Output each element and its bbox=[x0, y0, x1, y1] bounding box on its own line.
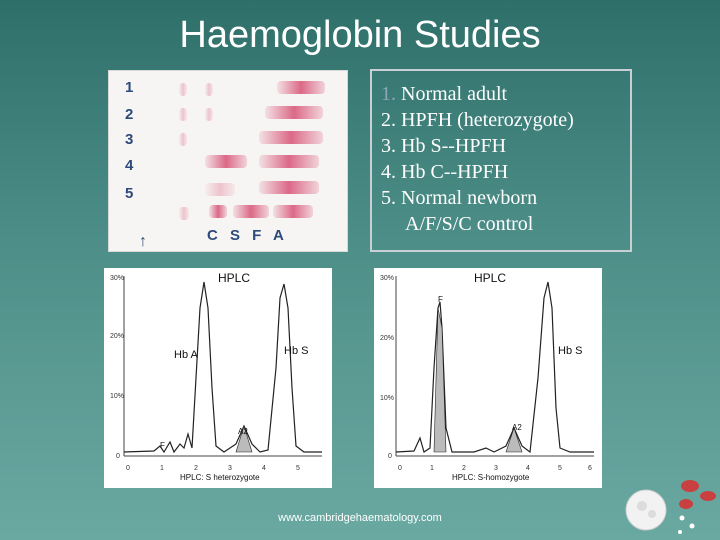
gel-band bbox=[259, 155, 319, 168]
legend-item: 5. Normal newborn bbox=[381, 187, 538, 209]
hplc-chromatogram-right: 30% 20% 10% 0 0 1 2 3 4 5 6 F Hb S A2 HP… bbox=[374, 268, 602, 488]
chart-caption: HPLC: S-homozygote bbox=[452, 473, 530, 482]
y-tick: 30% bbox=[110, 275, 124, 282]
peak-label: Hb S bbox=[284, 345, 308, 357]
lane-number: 3 bbox=[125, 131, 134, 148]
x-tick: 3 bbox=[228, 465, 232, 472]
hplc-plot: 30% 20% 10% 0 0 1 2 3 4 5 Hb A Hb S A2 F… bbox=[110, 271, 322, 482]
legend-item: 2. HPFH (heterozygote) bbox=[381, 109, 574, 131]
gel-band bbox=[179, 133, 187, 146]
gel-marker-labels: C S F A bbox=[207, 227, 288, 244]
footer-url: www.cambridgehaematology.com bbox=[278, 512, 442, 524]
y-tick: 10% bbox=[110, 393, 124, 400]
slide-title: Haemoglobin Studies bbox=[179, 14, 541, 56]
legend-item: 3. Hb S--HPFH bbox=[381, 135, 507, 157]
legend-item: 1. Normal adult bbox=[381, 83, 508, 105]
chart-title: HPLC bbox=[218, 271, 250, 285]
x-tick: 1 bbox=[430, 465, 434, 472]
gel-band bbox=[205, 183, 235, 196]
gel-band bbox=[205, 83, 213, 96]
y-tick: 20% bbox=[110, 333, 124, 340]
peak-label: F bbox=[160, 441, 165, 450]
gel-band bbox=[205, 108, 213, 121]
blood-cells-icon bbox=[625, 480, 716, 534]
hplc-chromatogram-left: 30% 20% 10% 0 0 1 2 3 4 5 Hb A Hb S A2 F… bbox=[104, 268, 332, 488]
gel-band bbox=[259, 131, 323, 144]
peak-label: A2 bbox=[238, 427, 248, 436]
hplc-plot: 30% 20% 10% 0 0 1 2 3 4 5 6 F Hb S A2 HP… bbox=[380, 271, 594, 482]
chart-caption: HPLC: S heterozygote bbox=[180, 473, 260, 482]
gel-band bbox=[179, 83, 187, 96]
x-tick: 6 bbox=[588, 465, 592, 472]
peak-label: F bbox=[438, 295, 443, 304]
x-tick: 2 bbox=[462, 465, 466, 472]
x-tick: 0 bbox=[398, 465, 402, 472]
y-tick: 20% bbox=[380, 335, 394, 342]
gel-band bbox=[209, 205, 227, 218]
x-tick: 0 bbox=[126, 465, 130, 472]
origin-arrow-icon: ↑ bbox=[139, 233, 147, 250]
chart-title: HPLC bbox=[474, 271, 506, 285]
y-tick: 10% bbox=[380, 395, 394, 402]
gel-band bbox=[277, 81, 325, 94]
electrophoresis-gel: 1 2 3 4 5 ↑ C S F A bbox=[108, 70, 348, 252]
x-tick: 4 bbox=[526, 465, 530, 472]
x-tick: 5 bbox=[296, 465, 300, 472]
legend-box: 1. Normal adult 2. HPFH (heterozygote) 3… bbox=[370, 69, 632, 252]
lane-number: 5 bbox=[125, 185, 134, 202]
x-tick: 5 bbox=[558, 465, 562, 472]
x-tick: 2 bbox=[194, 465, 198, 472]
gel-band bbox=[265, 106, 323, 119]
lane-number: 4 bbox=[125, 157, 134, 174]
gel-band bbox=[259, 181, 319, 194]
x-tick: 4 bbox=[262, 465, 266, 472]
x-tick: 1 bbox=[160, 465, 164, 472]
gel-band bbox=[233, 205, 269, 218]
legend-item: 4. Hb C--HPFH bbox=[381, 161, 509, 183]
gel-band bbox=[179, 108, 187, 121]
lane-number: 2 bbox=[125, 106, 134, 123]
y-tick: 0 bbox=[388, 453, 392, 460]
legend-continuation: A/F/S/C control bbox=[405, 213, 534, 235]
gel-band bbox=[205, 155, 247, 168]
peak-label: Hb A bbox=[174, 349, 199, 361]
peak-label: Hb S bbox=[558, 345, 582, 357]
peak-label: A2 bbox=[512, 423, 522, 432]
lane-number: 1 bbox=[125, 79, 134, 96]
x-tick: 3 bbox=[494, 465, 498, 472]
y-tick: 30% bbox=[380, 275, 394, 282]
y-tick: 0 bbox=[116, 453, 120, 460]
gel-band bbox=[179, 207, 189, 220]
gel-band bbox=[273, 205, 313, 218]
